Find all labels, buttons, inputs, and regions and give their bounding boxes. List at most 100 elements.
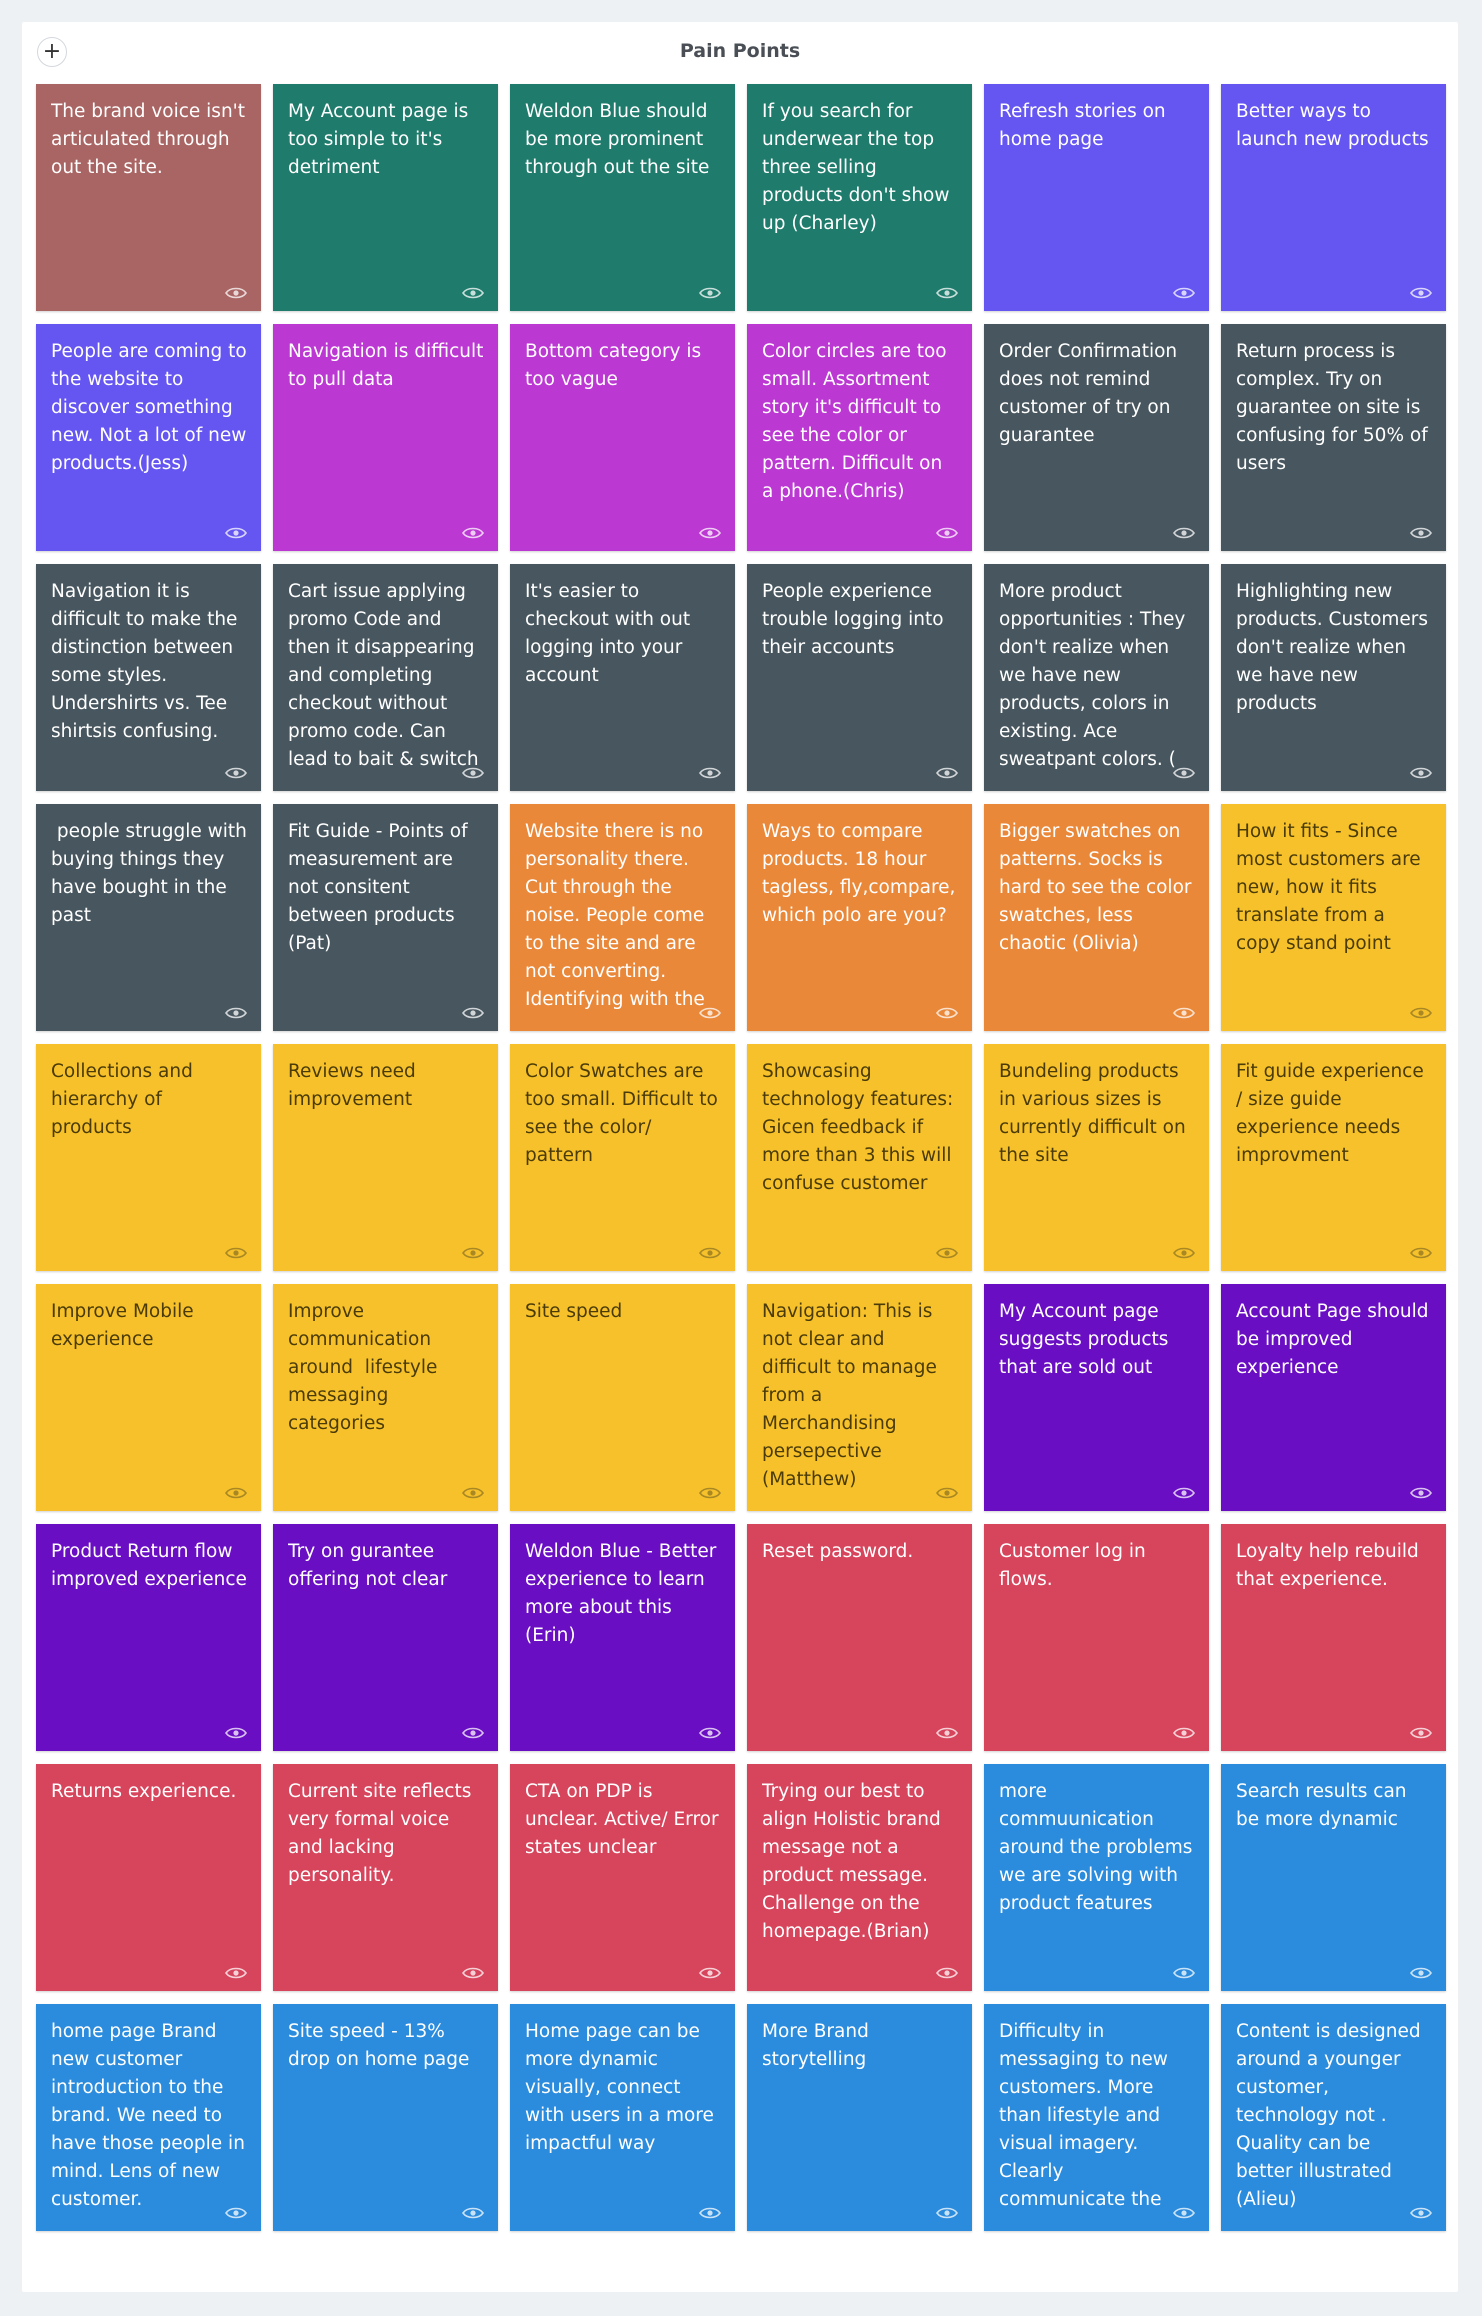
eye-icon[interactable] xyxy=(225,1005,247,1019)
sticky-note[interactable]: Weldon Blue - Better experience to learn… xyxy=(510,1524,735,1751)
sticky-note[interactable]: Site speed - 13% drop on home page xyxy=(273,2004,498,2231)
eye-icon[interactable] xyxy=(1173,1485,1195,1499)
eye-icon[interactable] xyxy=(462,765,484,779)
eye-icon[interactable] xyxy=(1173,765,1195,779)
sticky-note[interactable]: Navigation is difficult to pull data xyxy=(273,324,498,551)
eye-icon[interactable] xyxy=(699,285,721,299)
sticky-note[interactable]: Try on gurantee offering not clear xyxy=(273,1524,498,1751)
eye-icon[interactable] xyxy=(225,1725,247,1739)
eye-icon[interactable] xyxy=(1410,1245,1432,1259)
eye-icon[interactable] xyxy=(462,1485,484,1499)
eye-icon[interactable] xyxy=(1410,1485,1432,1499)
eye-icon[interactable] xyxy=(225,525,247,539)
eye-icon[interactable] xyxy=(225,1965,247,1979)
eye-icon[interactable] xyxy=(1410,525,1432,539)
eye-icon[interactable] xyxy=(462,525,484,539)
eye-icon[interactable] xyxy=(462,285,484,299)
sticky-note[interactable]: Refresh stories on home page xyxy=(984,84,1209,311)
sticky-note[interactable]: Site speed xyxy=(510,1284,735,1511)
sticky-note[interactable]: My Account page suggests products that a… xyxy=(984,1284,1209,1511)
sticky-note[interactable]: people struggle with buying things they … xyxy=(36,804,261,1031)
sticky-note[interactable]: Return process is complex. Try on guaran… xyxy=(1221,324,1446,551)
eye-icon[interactable] xyxy=(936,1245,958,1259)
sticky-note[interactable]: Showcasing technology features: Gicen fe… xyxy=(747,1044,972,1271)
eye-icon[interactable] xyxy=(1173,1725,1195,1739)
eye-icon[interactable] xyxy=(936,1005,958,1019)
eye-icon[interactable] xyxy=(1173,285,1195,299)
sticky-note[interactable]: The brand voice isn't articulated throug… xyxy=(36,84,261,311)
sticky-note[interactable]: Website there is no personality there. C… xyxy=(510,804,735,1031)
eye-icon[interactable] xyxy=(1410,1965,1432,1979)
eye-icon[interactable] xyxy=(462,1005,484,1019)
eye-icon[interactable] xyxy=(225,2205,247,2219)
eye-icon[interactable] xyxy=(1410,285,1432,299)
sticky-note[interactable]: Search results can be more dynamic xyxy=(1221,1764,1446,1991)
eye-icon[interactable] xyxy=(936,765,958,779)
sticky-note[interactable]: Home page can be more dynamic visually, … xyxy=(510,2004,735,2231)
sticky-note[interactable]: Trying our best to align Holistic brand … xyxy=(747,1764,972,1991)
eye-icon[interactable] xyxy=(936,2205,958,2219)
sticky-note[interactable]: How it fits - Since most customers are n… xyxy=(1221,804,1446,1031)
eye-icon[interactable] xyxy=(1173,1245,1195,1259)
sticky-note[interactable]: Navigation it is difficult to make the d… xyxy=(36,564,261,791)
sticky-note[interactable]: Loyalty help rebuild that experience. xyxy=(1221,1524,1446,1751)
sticky-note[interactable]: It's easier to checkout with out logging… xyxy=(510,564,735,791)
eye-icon[interactable] xyxy=(936,1485,958,1499)
eye-icon[interactable] xyxy=(936,1965,958,1979)
sticky-note[interactable]: Ways to compare products. 18 hour tagles… xyxy=(747,804,972,1031)
sticky-note[interactable]: Color circles are too small. Assortment … xyxy=(747,324,972,551)
eye-icon[interactable] xyxy=(1173,1005,1195,1019)
sticky-note[interactable]: Improve Mobile experience xyxy=(36,1284,261,1511)
sticky-note[interactable]: Reviews need improvement xyxy=(273,1044,498,1271)
sticky-note[interactable]: Product Return flow improved experience xyxy=(36,1524,261,1751)
sticky-note[interactable]: Color Swatches are too small. Difficult … xyxy=(510,1044,735,1271)
sticky-note[interactable]: home page Brand new customer introductio… xyxy=(36,2004,261,2231)
eye-icon[interactable] xyxy=(699,1965,721,1979)
eye-icon[interactable] xyxy=(225,1485,247,1499)
eye-icon[interactable] xyxy=(699,1005,721,1019)
sticky-note[interactable]: Account Page should be improved experien… xyxy=(1221,1284,1446,1511)
eye-icon[interactable] xyxy=(699,765,721,779)
sticky-note[interactable]: Highlighting new products. Customers don… xyxy=(1221,564,1446,791)
sticky-note[interactable]: Bottom category is too vague xyxy=(510,324,735,551)
eye-icon[interactable] xyxy=(1410,2205,1432,2219)
sticky-note[interactable]: more commuunication around the problems … xyxy=(984,1764,1209,1991)
sticky-note[interactable]: Content is designed around a younger cus… xyxy=(1221,2004,1446,2231)
sticky-note[interactable]: My Account page is too simple to it's de… xyxy=(273,84,498,311)
sticky-note[interactable]: Navigation: This is not clear and diffic… xyxy=(747,1284,972,1511)
sticky-note[interactable]: Returns experience. xyxy=(36,1764,261,1991)
eye-icon[interactable] xyxy=(1410,765,1432,779)
eye-icon[interactable] xyxy=(1410,1005,1432,1019)
sticky-note[interactable]: Customer log in flows. xyxy=(984,1524,1209,1751)
eye-icon[interactable] xyxy=(1173,1965,1195,1979)
eye-icon[interactable] xyxy=(462,1245,484,1259)
sticky-note[interactable]: Difficulty in messaging to new customers… xyxy=(984,2004,1209,2231)
eye-icon[interactable] xyxy=(1410,1725,1432,1739)
eye-icon[interactable] xyxy=(462,1965,484,1979)
sticky-note[interactable]: Improve communication around lifestyle m… xyxy=(273,1284,498,1511)
eye-icon[interactable] xyxy=(225,285,247,299)
sticky-note[interactable]: Fit guide experience / size guide experi… xyxy=(1221,1044,1446,1271)
sticky-note[interactable]: Better ways to launch new products xyxy=(1221,84,1446,311)
sticky-note[interactable]: Weldon Blue should be more prominent thr… xyxy=(510,84,735,311)
sticky-note[interactable]: More Brand storytelling xyxy=(747,2004,972,2231)
eye-icon[interactable] xyxy=(699,1485,721,1499)
sticky-note[interactable]: Current site reflects very formal voice … xyxy=(273,1764,498,1991)
eye-icon[interactable] xyxy=(462,1725,484,1739)
eye-icon[interactable] xyxy=(462,2205,484,2219)
eye-icon[interactable] xyxy=(1173,525,1195,539)
sticky-note[interactable]: Reset password. xyxy=(747,1524,972,1751)
sticky-note[interactable]: People are coming to the website to disc… xyxy=(36,324,261,551)
sticky-note[interactable]: Cart issue applying promo Code and then … xyxy=(273,564,498,791)
sticky-note[interactable]: Bundeling products in various sizes is c… xyxy=(984,1044,1209,1271)
eye-icon[interactable] xyxy=(936,1725,958,1739)
sticky-note[interactable]: Fit Guide - Points of measurement are no… xyxy=(273,804,498,1031)
eye-icon[interactable] xyxy=(699,2205,721,2219)
sticky-note[interactable]: People experience trouble logging into t… xyxy=(747,564,972,791)
sticky-note[interactable]: If you search for underwear the top thre… xyxy=(747,84,972,311)
sticky-note[interactable]: CTA on PDP is unclear. Active/ Error sta… xyxy=(510,1764,735,1991)
eye-icon[interactable] xyxy=(225,765,247,779)
sticky-note[interactable]: Order Confirmation does not remind custo… xyxy=(984,324,1209,551)
sticky-note[interactable]: Bigger swatches on patterns. Socks is ha… xyxy=(984,804,1209,1031)
eye-icon[interactable] xyxy=(699,1725,721,1739)
